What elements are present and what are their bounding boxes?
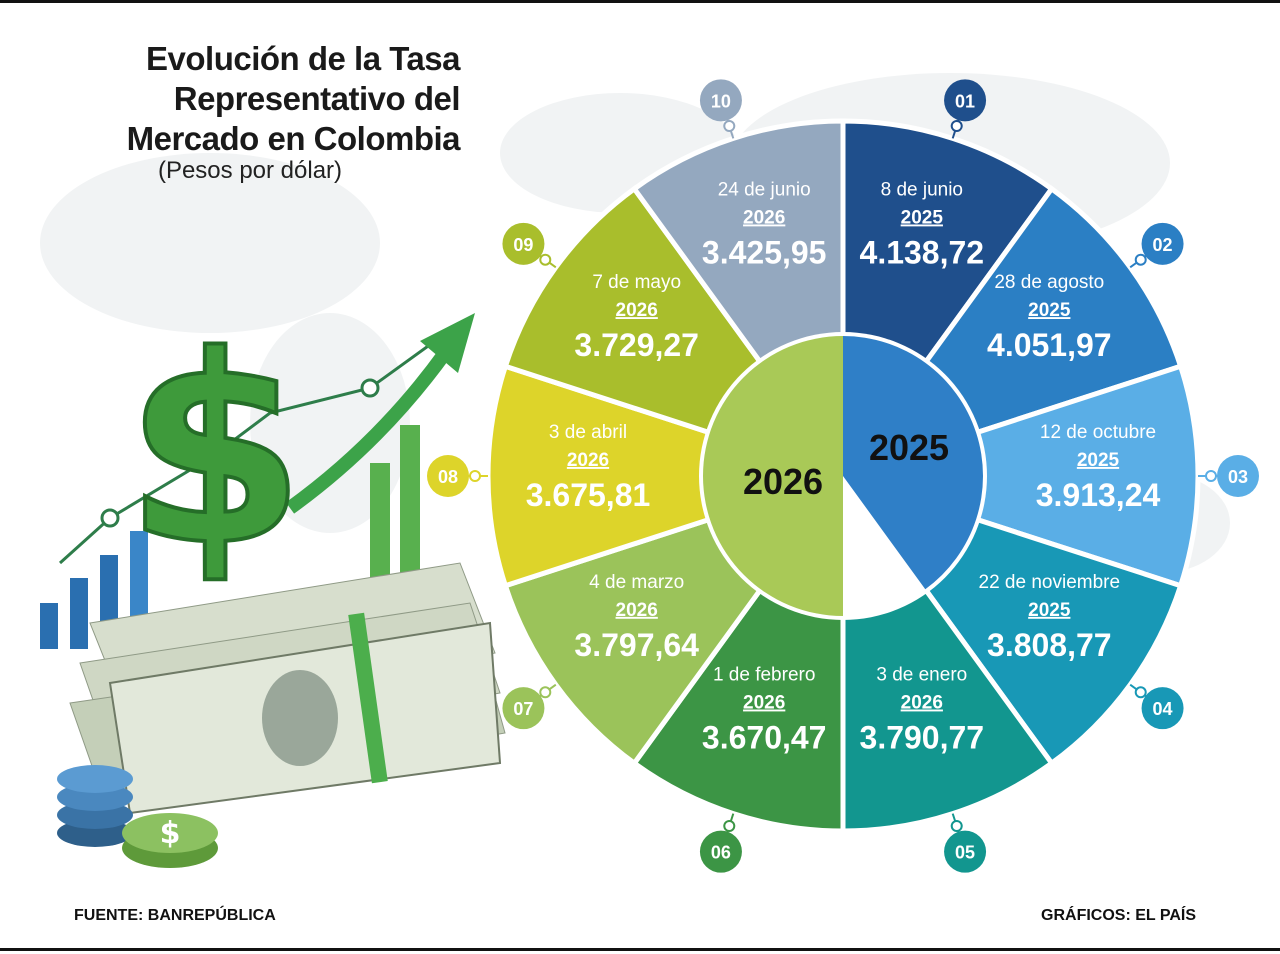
slice-marker	[723, 819, 736, 832]
slice-number-label: 07	[513, 699, 533, 719]
slice-number-label: 04	[1153, 699, 1173, 719]
slice-number-badge	[699, 79, 742, 122]
slice-date-label: 8 de junio	[881, 179, 963, 200]
slice-marker	[539, 253, 552, 266]
slice-value-label: 3.675,81	[526, 477, 651, 513]
slice-number-label: 02	[1153, 235, 1173, 255]
slice-number-label: 01	[955, 91, 975, 111]
slice-marker	[950, 120, 963, 133]
slice-value-label: 3.670,47	[702, 720, 827, 756]
slice-marker	[1134, 686, 1147, 699]
slice-number-badge	[502, 222, 545, 265]
slice-year-label: 2026	[616, 300, 658, 321]
slice-marker	[469, 470, 481, 482]
money-illustration: $ $	[40, 299, 506, 868]
slice-value-label: 3.729,27	[574, 327, 699, 363]
slice-date-label: 3 de abril	[549, 422, 627, 443]
svg-text:$: $	[125, 301, 306, 603]
slice-year-label: 2026	[743, 693, 785, 714]
slice-year-label: 2026	[901, 693, 943, 714]
slice-value-label: 3.425,95	[702, 234, 827, 270]
graphics-credit: GRÁFICOS: EL PAÍS	[1041, 907, 1196, 924]
dollar-sign-icon: $	[123, 299, 308, 605]
slice-number-label: 05	[955, 843, 975, 863]
slice-value-label: 4.138,72	[860, 234, 985, 270]
slice-year-label: 2025	[1028, 600, 1071, 621]
slice-number-label: 08	[438, 467, 458, 487]
slice-value-label: 3.790,77	[860, 720, 985, 756]
slice-year-label: 2025	[1077, 450, 1120, 471]
slice-marker	[1205, 470, 1217, 482]
slice-date-label: 28 de agosto	[994, 272, 1104, 293]
slice-date-label: 22 de noviembre	[979, 572, 1121, 593]
center-label-2025: 2025	[869, 427, 949, 468]
slice-number-badge	[1141, 222, 1184, 265]
slice-number-label: 09	[513, 235, 533, 255]
slice-marker	[950, 819, 963, 832]
slice-number-badge	[502, 687, 545, 730]
slice-number-label: 06	[711, 843, 731, 863]
slice-date-label: 24 de junio	[718, 179, 811, 200]
center-half-2026	[703, 336, 843, 616]
slice-value-label: 4.051,97	[987, 327, 1112, 363]
chart-subtitle: (Pesos por dólar)	[157, 157, 343, 184]
slice-number-badge	[427, 455, 469, 497]
exchange-rate-wheel: 8 de junio 2025 4.138,72 01 28 de agosto 2025…	[427, 79, 1259, 873]
slice-number-badge	[944, 79, 987, 122]
coin-stack-icon: $	[57, 765, 218, 868]
slice-year-label: 2025	[901, 207, 944, 228]
slice-number-badge	[1141, 687, 1184, 730]
slice-date-label: 4 de marzo	[589, 572, 684, 593]
slice-value-label: 3.808,77	[987, 627, 1112, 663]
slice-marker	[539, 686, 552, 699]
title-line-1: Evolución de la Tasa	[146, 40, 461, 77]
slice-marker	[1134, 253, 1147, 266]
center-half-2025	[843, 336, 983, 590]
title-line-3: Mercado en Colombia	[126, 120, 461, 157]
slice-number-badge	[699, 830, 742, 873]
title-line-2: Representativo del	[173, 80, 461, 117]
slice-date-label: 1 de febrero	[713, 665, 815, 686]
slice-number-badge	[944, 830, 987, 873]
svg-text:$: $	[160, 816, 181, 851]
pie-slice	[834, 363, 1201, 589]
banknote-stack-icon	[69, 562, 506, 815]
slice-year-label: 2026	[616, 600, 658, 621]
center-label-2026: 2026	[743, 461, 823, 502]
slice-date-label: 3 de enero	[876, 665, 967, 686]
slice-number-badge	[1217, 455, 1259, 497]
slice-year-label: 2025	[1028, 300, 1071, 321]
slice-number-label: 03	[1228, 467, 1248, 487]
slice-value-label: 3.913,24	[1036, 477, 1161, 513]
slice-date-label: 12 de octubre	[1040, 422, 1156, 443]
slice-number-label: 10	[711, 91, 731, 111]
slice-date-label: 7 de mayo	[592, 272, 681, 293]
slice-marker	[723, 120, 736, 133]
slice-year-label: 2026	[743, 207, 785, 228]
slice-value-label: 3.797,64	[574, 627, 699, 663]
slice-year-label: 2026	[567, 450, 609, 471]
chart-title: Evolución de la Tasa Representativo del …	[60, 39, 461, 159]
pie-slice	[485, 363, 852, 589]
source-note: FUENTE: BANREPÚBLICA	[74, 907, 276, 924]
